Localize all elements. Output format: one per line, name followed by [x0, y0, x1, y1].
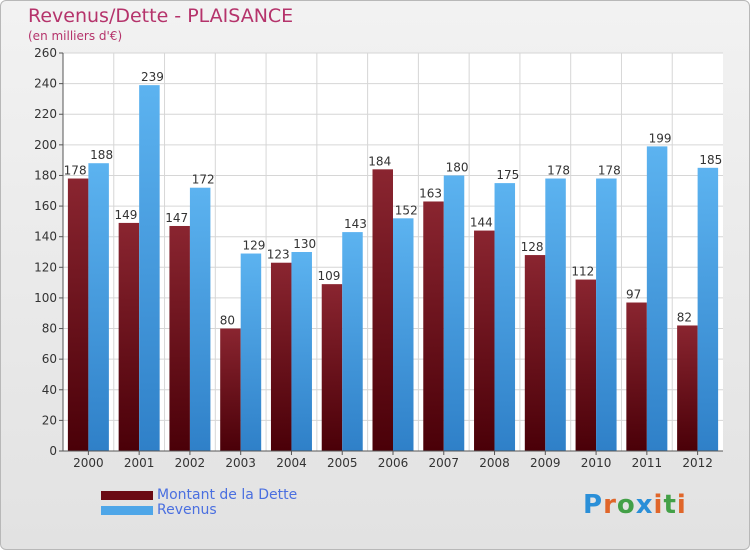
bar-debt-2005 [321, 284, 343, 451]
chart-title: Revenus/Dette - PLAISANCE [28, 5, 294, 27]
data-label-debt-2007: 163 [419, 186, 442, 200]
data-label-debt-2011: 97 [626, 288, 641, 302]
bar-debt-2012 [677, 325, 698, 451]
y-tick-label: 100 [34, 291, 57, 305]
y-tick-label: 200 [34, 138, 57, 152]
data-label-revenue-2009: 178 [547, 164, 570, 178]
bar-revenue-2011 [646, 146, 668, 451]
bar-debt-2007 [423, 201, 444, 451]
y-tick-label: 240 [34, 77, 57, 91]
data-label-debt-2008: 144 [470, 216, 493, 230]
data-label-debt-2009: 128 [521, 240, 544, 254]
legend-label-debt: Montant de la Dette [157, 487, 298, 503]
data-label-revenue-2006: 152 [395, 203, 418, 217]
x-tick-label: 2003 [225, 456, 256, 470]
bar-debt-2000 [67, 178, 89, 451]
data-label-debt-2006: 184 [368, 154, 391, 168]
data-label-debt-2004: 123 [267, 248, 290, 262]
bar-revenue-2003 [240, 253, 262, 451]
data-label-revenue-2004: 130 [293, 237, 316, 251]
bar-revenue-2007 [443, 175, 465, 451]
x-tick-label: 2011 [632, 456, 663, 470]
data-label-debt-2000: 178 [64, 164, 87, 178]
y-tick-label: 140 [34, 230, 57, 244]
data-label-revenue-2000: 188 [90, 148, 113, 162]
data-label-debt-2010: 112 [571, 265, 594, 279]
bar-debt-2010 [575, 279, 597, 451]
bar-debt-2004 [270, 262, 292, 451]
data-label-revenue-2001: 239 [141, 70, 164, 84]
bar-debt-2003 [220, 328, 241, 451]
bar-revenue-2012 [697, 167, 719, 452]
bar-revenue-2009 [545, 178, 566, 451]
x-tick-label: 2002 [175, 456, 206, 470]
data-label-revenue-2010: 178 [598, 164, 621, 178]
bar-debt-2001 [118, 222, 140, 451]
bar-revenue-2008 [494, 183, 516, 451]
x-tick-label: 2012 [682, 456, 713, 470]
data-label-debt-2012: 82 [677, 310, 692, 324]
y-tick-label: 220 [34, 107, 57, 121]
bar-revenue-2004 [291, 252, 312, 451]
legend-label-revenue: Revenus [157, 502, 217, 518]
bar-debt-2011 [626, 302, 647, 451]
x-tick-label: 2007 [428, 456, 459, 470]
bar-revenue-2006 [393, 218, 414, 451]
bar-revenue-2000 [88, 163, 109, 451]
data-label-revenue-2003: 129 [242, 239, 265, 253]
y-tick-label: 80 [42, 322, 57, 336]
x-tick-label: 2009 [530, 456, 561, 470]
y-tick-label: 20 [42, 413, 57, 427]
x-tick-label: 2004 [276, 456, 307, 470]
data-label-revenue-2011: 199 [649, 131, 672, 145]
x-tick-label: 2010 [581, 456, 612, 470]
x-tick-label: 2008 [479, 456, 510, 470]
data-label-revenue-2005: 143 [344, 217, 367, 231]
y-tick-label: 180 [34, 168, 57, 182]
y-tick-label: 40 [42, 383, 57, 397]
legend-swatch-debt [101, 491, 153, 500]
bar-debt-2008 [474, 230, 495, 451]
data-label-revenue-2002: 172 [192, 173, 215, 187]
bar-revenue-2010 [596, 178, 617, 451]
legend-swatch-revenue [101, 506, 153, 515]
chart-subtitle: (en milliers d'€) [28, 29, 123, 43]
x-tick-label: 2001 [124, 456, 155, 470]
data-label-debt-2001: 149 [114, 208, 137, 222]
data-label-revenue-2007: 180 [446, 160, 469, 174]
y-tick-label: 0 [49, 444, 57, 458]
bar-revenue-2001 [139, 85, 160, 452]
data-label-revenue-2008: 175 [496, 168, 519, 182]
y-tick-label: 60 [42, 352, 57, 366]
data-label-debt-2005: 109 [318, 269, 341, 283]
data-label-revenue-2012: 185 [699, 153, 722, 167]
x-tick-label: 2005 [327, 456, 358, 470]
bar-revenue-2005 [342, 232, 363, 451]
data-label-debt-2002: 147 [165, 211, 188, 225]
x-tick-label: 2006 [378, 456, 409, 470]
bar-debt-2009 [524, 255, 546, 451]
data-label-debt-2003: 80 [220, 314, 235, 328]
proxiti-logo: Proxiti [583, 490, 687, 520]
bar-debt-2002 [169, 225, 190, 451]
x-tick-label: 2000 [73, 456, 104, 470]
bar-revenue-2002 [189, 187, 211, 451]
y-tick-label: 120 [34, 260, 57, 274]
bar-debt-2006 [372, 169, 393, 452]
y-tick-label: 160 [34, 199, 57, 213]
y-tick-label: 260 [34, 46, 57, 60]
